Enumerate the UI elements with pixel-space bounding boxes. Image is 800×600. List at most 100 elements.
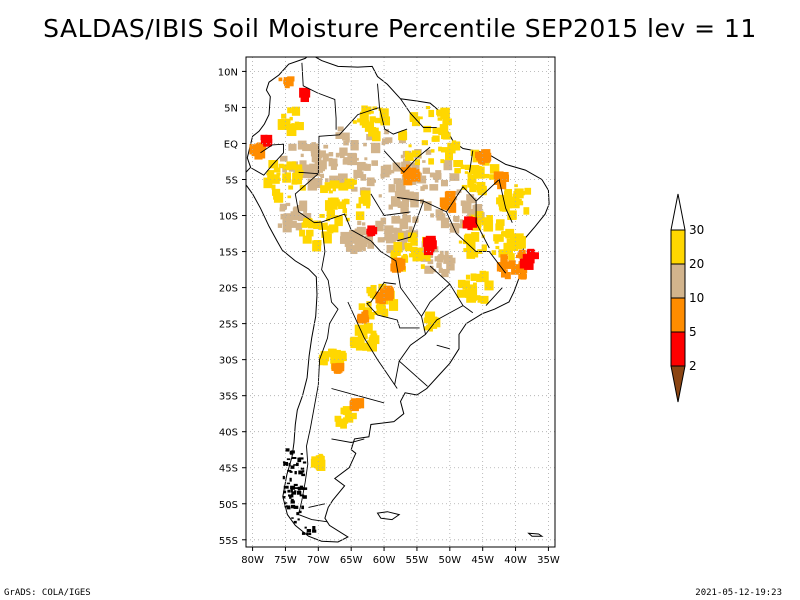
lon-tick-label: 35W [537,555,560,566]
percentile-cell [429,172,435,178]
percentile-cell [367,163,371,168]
percentile-cell [374,310,379,316]
percentile-cell [410,246,418,254]
border-line [366,301,420,329]
archipelago-island [302,470,305,473]
percentile-cell [329,351,337,358]
percentile-cell [456,189,462,193]
percentile-cell [288,79,294,87]
percentile-cell [319,222,328,230]
percentile-cell [425,149,432,155]
percentile-cell [363,142,367,147]
percentile-cell [294,122,304,131]
percentile-cell [500,254,508,264]
lat-tick-label: 5N [224,103,238,114]
percentile-cell [384,230,393,241]
archipelago-island [287,469,292,472]
percentile-cell [385,137,393,143]
percentile-cell [322,361,328,366]
archipelago-island [289,495,292,499]
percentile-cell [286,161,296,170]
percentile-cell [501,231,507,237]
border-line [298,106,380,175]
percentile-cell [430,149,435,153]
border-line [394,361,400,385]
percentile-cell [438,146,442,152]
percentile-cell [335,152,340,158]
percentile-cell [420,186,425,191]
percentile-cell [263,177,273,189]
percentile-cell [397,241,408,250]
percentile-cell [293,164,299,171]
percentile-cell [397,201,405,209]
percentile-cell [421,140,428,146]
percentile-cell [474,204,483,210]
lat-tick-label: 55S [219,536,238,547]
colorbar: 2 5 10 20 30 [670,193,704,403]
percentile-cell [279,155,288,162]
percentile-cell [425,311,436,322]
percentile-cell [300,168,309,179]
percentile-cell [442,132,451,140]
percentile-cell [280,119,288,128]
archipelago-island [283,502,288,505]
percentile-cell [484,280,494,291]
map-title: SALDAS/IBIS Soil Moisture Percentile SEP… [43,14,757,43]
percentile-cell [376,299,386,312]
percentile-cell [273,167,281,173]
archipelago-island [312,526,316,530]
percentile-cell [523,207,530,215]
archipelago-island [301,532,306,535]
archipelago-island [299,485,304,489]
percentile-cell [448,223,453,227]
border-line [347,301,398,389]
percentile-cell [436,112,442,117]
archipelago-island [291,493,294,498]
colorbar-upper-arrow [670,193,686,231]
percentile-cell [293,206,300,212]
percentile-cell [393,228,403,237]
percentile-cell [328,224,339,233]
archipelago-island [293,464,297,466]
lat-tick-label: 35S [219,392,238,403]
percentile-cell [363,331,368,336]
percentile-cell [440,179,448,187]
archipelago-island [297,518,300,521]
lon-tick-labels: 80W 75W 70W 65W 60W 55W 50W 45W 40W 35W [241,547,560,566]
percentile-cell [369,312,374,317]
percentile-cell [478,159,483,164]
percentile-cell [411,116,420,127]
percentile-cell [384,286,394,297]
percentile-cell [330,165,337,170]
archipelago-island [290,489,293,493]
percentile-cell [402,212,408,216]
percentile-cell [339,236,348,244]
percentile-cell [403,220,408,225]
percentile-cell [390,250,398,259]
percentile-cell [362,222,366,226]
percentile-cell [329,180,340,189]
percentile-cell [356,401,361,408]
percentile-cell [391,264,395,268]
percentile-cell [363,309,369,314]
percentile-cell [438,254,444,260]
archipelago-island [301,473,306,477]
percentile-cell [432,127,442,134]
colorbar-level-label: 30 [689,223,704,237]
percentile-cell [367,241,375,249]
percentile-cell [502,174,509,182]
percentile-cell [356,398,362,404]
archipelago-island [312,529,317,533]
percentile-cell [449,257,456,264]
percentile-cell [366,301,372,307]
percentile-cell [330,357,337,364]
percentile-cell [444,199,450,204]
percentile-cell [514,188,524,199]
percentile-cell [436,262,442,268]
percentile-cell [393,178,402,185]
percentile-cell [497,236,504,242]
percentile-cell [304,213,312,220]
percentile-cell [409,114,416,123]
percentile-cell [449,173,460,181]
percentile-cell [313,148,318,152]
